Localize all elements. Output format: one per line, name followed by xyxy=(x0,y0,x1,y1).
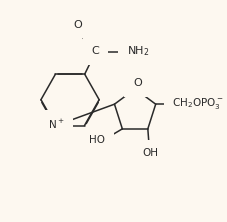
Text: N$^+$: N$^+$ xyxy=(48,118,64,131)
Text: OH: OH xyxy=(141,148,157,158)
Text: CH$_2$OPO$_3^-$: CH$_2$OPO$_3^-$ xyxy=(171,96,223,111)
Text: HO: HO xyxy=(89,135,105,145)
Text: NH$_2$: NH$_2$ xyxy=(126,44,148,58)
Text: O: O xyxy=(132,78,141,88)
Text: C: C xyxy=(91,46,99,56)
Text: O: O xyxy=(74,20,82,30)
